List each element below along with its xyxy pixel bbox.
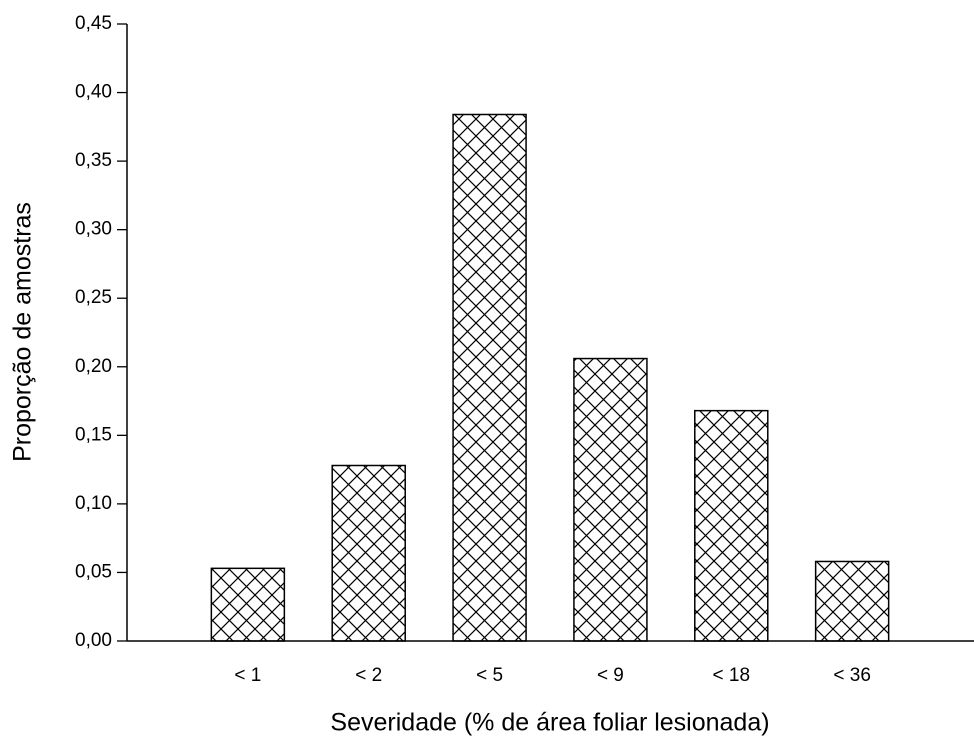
x-tick-label: < 5: [476, 665, 503, 686]
bar: [331, 464, 406, 642]
y-tick-label: 0,35: [75, 150, 112, 171]
x-tick-label: < 2: [355, 665, 382, 686]
x-tick-label: < 1: [234, 665, 261, 686]
y-tick-label: 0,20: [75, 356, 112, 377]
bar: [814, 560, 890, 642]
bar: [210, 567, 286, 642]
x-axis-title: Severidade (% de área foliar lesionada): [330, 709, 769, 737]
y-tick-label: 0,40: [75, 82, 112, 103]
bar: [573, 357, 648, 642]
y-axis-title: Proporção de amostras: [9, 202, 37, 462]
x-tick-label: < 36: [833, 665, 871, 686]
y-tick-label: 0,15: [75, 424, 112, 445]
y-tick-label: 0,05: [75, 561, 112, 582]
x-tick-label: < 18: [713, 665, 751, 686]
bar: [452, 113, 527, 642]
y-tick-label: 0,45: [75, 13, 112, 34]
y-tick-label: 0,10: [75, 493, 112, 514]
y-tick-label: 0,30: [75, 219, 112, 240]
y-tick-label: 0,25: [75, 287, 112, 308]
y-tick-label: 0,00: [75, 630, 112, 651]
bar: [694, 409, 769, 642]
x-tick-label: < 9: [597, 665, 624, 686]
